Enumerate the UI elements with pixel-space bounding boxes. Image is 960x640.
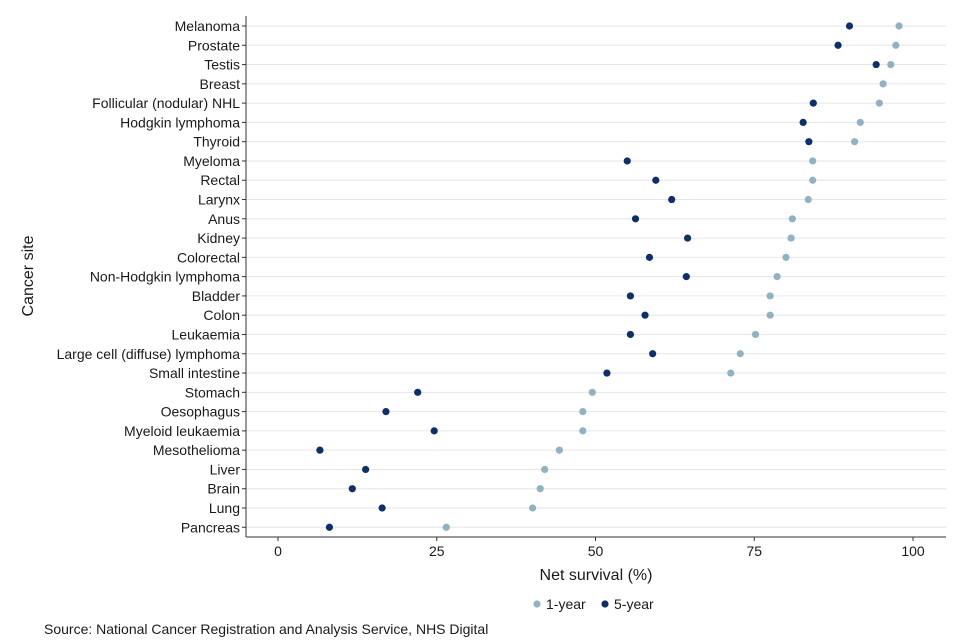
y-axis-title: Cancer site	[20, 235, 37, 316]
legend-label: 1-year	[546, 596, 586, 612]
point-1-year	[751, 330, 760, 339]
point-1-year	[773, 273, 781, 281]
y-tick-label: Stomach	[185, 384, 240, 400]
point-1-year	[782, 253, 790, 261]
y-tick-label: Myeloid leukaemia	[124, 423, 240, 439]
y-tick-label: Colorectal	[177, 249, 240, 265]
y-tick-label: Liver	[210, 461, 241, 477]
point-1-year	[588, 388, 596, 396]
point-1-year	[541, 465, 549, 474]
point-5-year	[668, 195, 676, 204]
point-5-year	[682, 273, 690, 281]
x-tick-label: 75	[746, 543, 762, 559]
legend-marker-5-year	[601, 600, 609, 608]
point-1-year	[809, 176, 817, 184]
y-tick-label: Non-Hodgkin lymphoma	[90, 269, 240, 285]
point-5-year	[626, 292, 635, 300]
data-points	[316, 22, 903, 531]
x-tick-label: 100	[901, 543, 925, 559]
y-tick-label: Melanoma	[175, 18, 241, 34]
point-1-year	[850, 138, 859, 146]
point-5-year	[799, 118, 807, 126]
legend-label: 5-year	[614, 596, 654, 612]
point-1-year	[887, 60, 895, 69]
point-5-year	[414, 388, 422, 396]
y-tick-label: Bladder	[192, 288, 241, 304]
point-5-year	[641, 311, 649, 319]
y-tick-label: Breast	[200, 76, 241, 92]
gridlines	[246, 25, 946, 528]
y-tick-label: Rectal	[200, 172, 240, 188]
point-1-year	[766, 292, 774, 300]
y-tick-label: Lung	[209, 500, 240, 516]
point-1-year	[579, 408, 587, 416]
point-1-year	[804, 195, 812, 204]
point-1-year	[555, 446, 563, 454]
point-5-year	[603, 369, 611, 377]
point-1-year	[536, 485, 544, 493]
point-1-year	[727, 369, 735, 377]
y-tick-label: Myeloma	[183, 153, 240, 169]
y-tick-label: Thyroid	[193, 134, 240, 150]
legend: 1-year 5-year	[533, 596, 654, 612]
x-axis-ticks: 0 25 50 75 100	[274, 537, 925, 559]
point-5-year	[430, 427, 438, 435]
point-1-year	[892, 41, 900, 49]
y-tick-label: Larynx	[198, 192, 240, 208]
point-5-year	[631, 215, 640, 223]
y-tick-label: Hodgkin lymphoma	[120, 114, 240, 130]
point-5-year	[316, 446, 324, 454]
point-5-year	[325, 523, 334, 531]
y-tick-label: Oesophagus	[161, 404, 240, 420]
point-1-year	[879, 80, 887, 88]
point-5-year	[626, 330, 635, 339]
point-5-year	[382, 408, 390, 416]
point-5-year	[378, 504, 386, 512]
y-tick-label: Prostate	[188, 37, 240, 53]
point-1-year	[736, 350, 744, 358]
y-tick-label: Testis	[204, 57, 240, 73]
point-1-year	[895, 22, 903, 30]
point-5-year	[649, 350, 657, 358]
y-tick-label: Colon	[203, 307, 240, 323]
point-5-year	[645, 253, 654, 261]
point-5-year	[362, 465, 370, 474]
point-5-year	[652, 176, 660, 184]
point-1-year	[442, 523, 450, 531]
legend-marker-1-year	[533, 600, 541, 608]
y-tick-label: Anus	[208, 211, 240, 227]
point-5-year	[834, 41, 842, 49]
point-1-year	[809, 157, 817, 165]
point-1-year	[787, 234, 795, 242]
y-tick-label: Leukaemia	[172, 326, 241, 342]
point-1-year	[856, 118, 864, 126]
y-tick-label: Pancreas	[181, 519, 240, 535]
y-tick-label: Small intestine	[149, 365, 240, 381]
point-5-year	[845, 22, 854, 30]
x-tick-label: 50	[588, 543, 604, 559]
point-5-year	[805, 138, 813, 146]
x-axis-title: Net survival (%)	[540, 567, 653, 584]
source-note: Source: National Cancer Registration and…	[44, 621, 489, 637]
point-5-year	[348, 485, 356, 493]
point-5-year	[623, 157, 631, 165]
y-tick-label: Follicular (nodular) NHL	[92, 95, 240, 111]
point-5-year	[872, 60, 880, 69]
point-1-year	[579, 427, 587, 435]
y-tick-label: Brain	[207, 481, 240, 497]
y-tick-label: Mesothelioma	[153, 442, 240, 458]
x-tick-label: 25	[429, 543, 445, 559]
point-1-year	[788, 215, 796, 223]
y-tick-label: Large cell (diffuse) lymphoma	[57, 346, 241, 362]
point-5-year	[809, 99, 817, 107]
x-tick-label: 0	[274, 543, 282, 559]
y-axis-ticks: Melanoma Prostate Testis Breast Follicular (…	[57, 18, 246, 535]
point-1-year	[766, 311, 774, 319]
y-tick-label: Kidney	[197, 230, 240, 246]
point-1-year	[875, 99, 883, 107]
point-5-year	[683, 234, 692, 242]
point-1-year	[529, 504, 537, 512]
